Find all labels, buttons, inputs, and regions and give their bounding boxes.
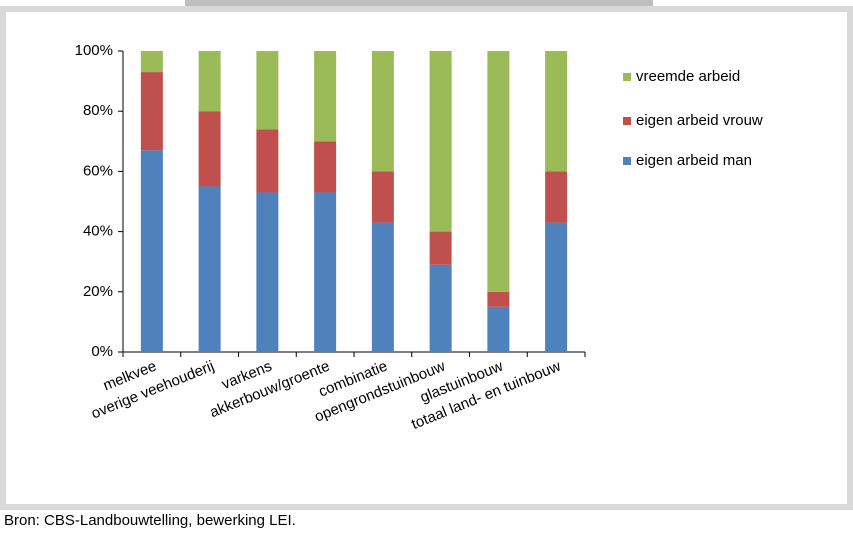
bar-segment <box>371 171 394 223</box>
bar-segment <box>198 186 221 352</box>
bar-segment <box>545 51 568 172</box>
bar-segment <box>256 51 279 130</box>
legend-swatch <box>623 73 631 81</box>
chart-area <box>6 12 847 504</box>
bar-segment <box>140 150 163 352</box>
header-band <box>185 0 653 6</box>
legend-swatch <box>623 117 631 125</box>
y-tick-label: 80% <box>83 102 113 119</box>
bar-segment <box>429 264 452 352</box>
bar-segment <box>371 222 394 352</box>
bar-segment <box>314 51 337 142</box>
legend-label: eigen arbeid vrouw <box>636 112 763 129</box>
bar-segment <box>314 192 337 352</box>
y-tick-label: 60% <box>83 162 113 179</box>
bar-segment <box>314 141 337 193</box>
bar-segment <box>545 222 568 352</box>
legend-swatch <box>623 157 631 165</box>
source-note: Bron: CBS-Landbouwtelling, bewerking LEI… <box>4 512 296 529</box>
bar-segment <box>140 72 163 151</box>
bar-segment <box>140 51 163 73</box>
bar-segment <box>198 51 221 112</box>
bar-segment <box>487 51 510 292</box>
y-tick-label: 20% <box>83 283 113 300</box>
bar-segment <box>198 111 221 187</box>
bar-segment <box>371 51 394 172</box>
bar-segment <box>256 129 279 193</box>
bar-segment <box>429 231 452 265</box>
bar-segment <box>256 192 279 352</box>
y-tick-label: 0% <box>91 343 113 360</box>
legend-label: vreemde arbeid <box>636 68 740 85</box>
bar-segment <box>545 171 568 223</box>
bar-segment <box>487 291 510 307</box>
y-tick-label: 100% <box>75 42 113 59</box>
y-tick-label: 40% <box>83 223 113 240</box>
bar-segment <box>487 306 510 352</box>
bar-segment <box>429 51 452 232</box>
legend-label: eigen arbeid man <box>636 152 752 169</box>
